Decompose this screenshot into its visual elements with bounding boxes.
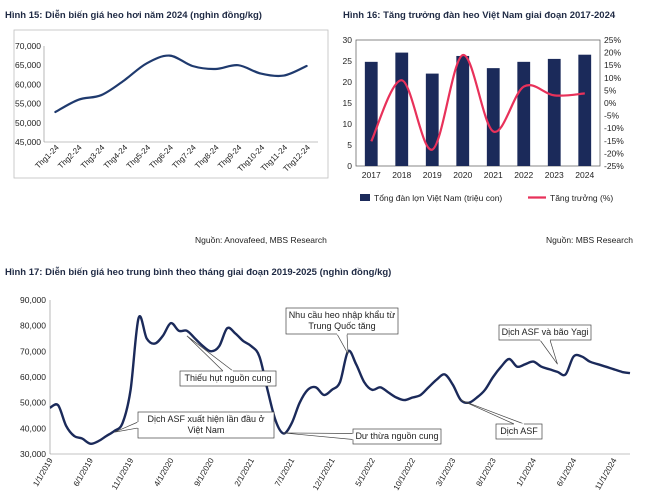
fig17-y-tick-label: 80,000 xyxy=(20,321,46,331)
fig17-y-tick-label: 30,000 xyxy=(20,449,46,459)
ann-supply-shortage: Thiếu hụt nguồn cung xyxy=(179,335,277,387)
fig16-bar xyxy=(547,58,561,166)
fig15-y-tick-label: 50,000 xyxy=(15,118,41,128)
ann-import-demand-text: Trung Quốc tăng xyxy=(308,321,375,331)
ann-asf-text: Dịch ASF xyxy=(500,426,538,436)
fig16-title: Hình 16: Tăng trưởng đàn heo Việt Nam gi… xyxy=(343,10,616,21)
fig16-bar xyxy=(517,61,531,167)
fig16-y-tick-label: 0 xyxy=(347,161,352,171)
fig16-x-tick-label: 2022 xyxy=(514,170,533,180)
fig16-bar xyxy=(486,68,500,166)
fig16-bar xyxy=(364,61,378,167)
fig15-series-line xyxy=(54,54,308,114)
fig17-x-tick-label: 9/1/2020 xyxy=(192,456,216,488)
fig17-title: Hình 17: Diễn biến giá heo trung bình th… xyxy=(5,267,392,278)
fig16-y2-tick-label: 25% xyxy=(604,35,621,45)
fig16-plot-frame xyxy=(355,39,601,167)
fig15-y-tick-label: 65,000 xyxy=(15,60,41,70)
fig15-y-tick-label: 60,000 xyxy=(15,79,41,89)
fig16-y2-tick-label: 15% xyxy=(604,60,621,70)
fig17-series-line xyxy=(49,315,631,445)
fig17-x-tick-label: 6/1/2019 xyxy=(72,456,96,488)
fig17-x-tick-label: 1/1/2024 xyxy=(515,456,539,488)
fig16-legend-bar-swatch xyxy=(360,194,370,201)
fig16-y2-tick-label: 10% xyxy=(604,73,621,83)
fig16-y-tick-label: 25 xyxy=(343,56,353,66)
fig17-x-tick-label: 11/1/2024 xyxy=(593,456,619,491)
fig15-title: Hình 15: Diễn biến giá heo hơi năm 2024 … xyxy=(5,10,262,21)
fig15-chart: 45,00050,00055,00060,00065,00070,000Thg1… xyxy=(13,29,329,179)
ann-asf-first-pointer xyxy=(114,421,139,433)
ann-asf: Dịch ASF xyxy=(460,399,543,440)
fig16-y-tick-label: 15 xyxy=(343,98,353,108)
fig16-x-tick-label: 2017 xyxy=(362,170,381,180)
fig17-chart: 30,000 40,000 50,000 60,000 70,000 80,000 90,0… xyxy=(20,295,631,492)
fig17-x-tick-label: 8/1/2023 xyxy=(474,456,498,488)
fig17-y-tick-label: 40,000 xyxy=(20,423,46,433)
fig15-source: Nguồn: Anovafeed, MBS Research xyxy=(195,235,327,245)
fig16-x-tick-label: 2023 xyxy=(545,170,564,180)
fig17-x-tick-label: 10/1/2022 xyxy=(392,456,418,492)
fig17-x-tick-label: 1/1/2019 xyxy=(31,456,55,488)
fig16-x-tick-label: 2021 xyxy=(484,170,503,180)
fig16-y-tick-label: 5 xyxy=(347,140,352,150)
fig16-y2-tick-label: -10% xyxy=(604,123,624,133)
ann-asf-first-text: Việt Nam xyxy=(188,425,225,435)
fig16-source: Nguồn: MBS Research xyxy=(546,235,633,245)
fig16-y-tick-label: 10 xyxy=(343,119,353,129)
fig17-x-tick-label: 12/1/2021 xyxy=(311,456,337,492)
fig16-bar xyxy=(578,54,592,167)
ann-supply-shortage-text: Thiếu hụt nguồn cung xyxy=(184,373,271,383)
fig17-x-tick-label: 6/1/2024 xyxy=(555,456,579,488)
fig16-y-tick-label: 20 xyxy=(343,77,353,87)
fig16-legend-bar-label: Tổng đàn lợn Việt Nam (triệu con) xyxy=(374,193,502,203)
fig16-y2-tick-label: -15% xyxy=(604,136,624,146)
fig16-y2-tick-label: -20% xyxy=(604,148,624,158)
fig16-y2-tick-label: 20% xyxy=(604,48,621,58)
fig16-y2-tick-label: 5% xyxy=(604,85,617,95)
fig16-y2-tick-label: -25% xyxy=(604,161,624,171)
fig15-frame xyxy=(13,29,329,179)
ann-asf-first-box xyxy=(137,411,275,439)
fig17-y-tick-label: 50,000 xyxy=(20,398,46,408)
ann-oversupply: Dư thừa nguồn cung xyxy=(283,428,442,445)
fig16-bar xyxy=(425,73,439,166)
fig16-bar xyxy=(395,52,409,166)
fig17-x-tick-label: 7/1/2021 xyxy=(273,456,297,488)
fig17-y-tick-label: 60,000 xyxy=(20,372,46,382)
ann-import-demand-text: Nhu cầu heo nhập khẩu từ xyxy=(289,310,396,320)
ann-asf-pointer xyxy=(460,399,525,425)
ann-asf-yagi-text: Dịch ASF và bão Yagi xyxy=(502,327,589,337)
fig16-x-tick-label: 2024 xyxy=(575,170,594,180)
ann-asf-first-text: Dịch ASF xuất hiện lần đầu ở xyxy=(148,414,265,424)
fig16-x-tick-label: 2020 xyxy=(453,170,472,180)
fig16-legend-line-label: Tăng trưởng (%) xyxy=(550,193,613,203)
fig16-growth-line xyxy=(370,53,585,151)
fig16-x-tick-label: 2019 xyxy=(423,170,442,180)
fig17-x-tick-label: 2/1/2021 xyxy=(233,456,257,488)
fig17-y-tick-label: 70,000 xyxy=(20,346,46,356)
ann-oversupply-text: Dư thừa nguồn cung xyxy=(355,431,438,441)
fig15-y-tick-label: 45,000 xyxy=(15,137,41,147)
fig17-x-tick-label: 4/1/2020 xyxy=(152,456,176,488)
fig16-x-tick-label: 2018 xyxy=(392,170,411,180)
fig17-y-tick-label: 90,000 xyxy=(20,295,46,305)
fig15-y-tick-label: 70,000 xyxy=(15,41,41,51)
fig16-y2-tick-label: -5% xyxy=(604,111,620,121)
fig16-y-tick-label: 30 xyxy=(343,35,353,45)
ann-asf-yagi: Dịch ASF và bão Yagi xyxy=(498,324,592,365)
ann-asf-yagi-pointer xyxy=(539,339,558,365)
fig16-y2-tick-label: 0% xyxy=(604,98,617,108)
fig17-x-tick-label: 5/1/2022 xyxy=(354,456,378,488)
fig16-chart: 0 5 10 15 20 25 30 -25% -20% -15% -10% -5% 0% 5% 10% 15… xyxy=(343,35,625,203)
fig17-x-tick-label: 11/1/2019 xyxy=(110,456,136,491)
fig17-x-tick-label: 3/1/2023 xyxy=(434,456,458,488)
ann-import-demand-pointer xyxy=(336,333,349,355)
ann-oversupply-pointer xyxy=(283,432,354,440)
fig15-y-tick-label: 55,000 xyxy=(15,99,41,109)
fig16-bar xyxy=(456,55,470,166)
ann-supply-shortage-pointer xyxy=(186,335,235,372)
